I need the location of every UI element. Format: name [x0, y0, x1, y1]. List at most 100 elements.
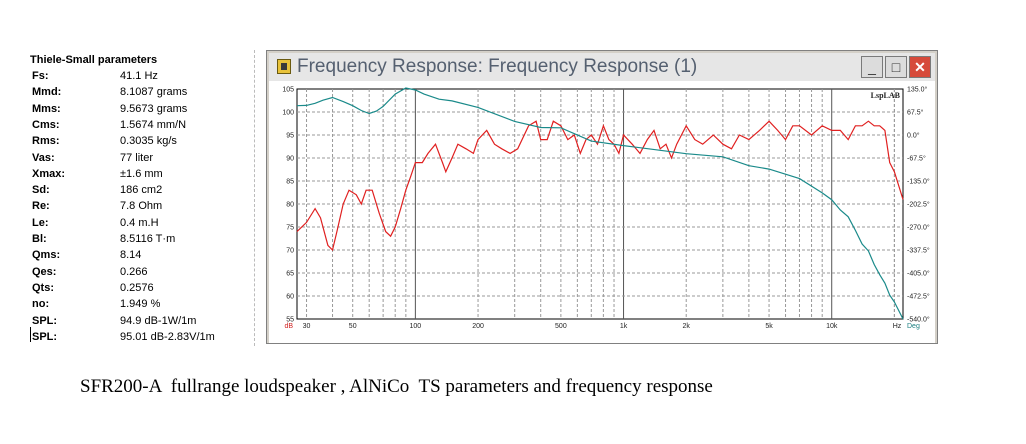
ts-panel-title: Thiele-Small parameters — [30, 54, 158, 66]
ts-row-value: 8.1087 grams — [120, 86, 188, 99]
ts-row-value: 41.1 Hz — [120, 70, 158, 82]
x-tick-label: 500 — [555, 323, 567, 330]
ts-row: Sd: 186 cm2 — [14, 184, 254, 200]
y-left-tick-label: 95 — [286, 133, 294, 140]
x-tick-label: 5k — [765, 323, 773, 330]
ts-row-value: 8.14 — [120, 249, 142, 262]
text-cursor — [30, 327, 31, 342]
ts-row-value: 9.5673 grams — [120, 102, 188, 115]
y-right-tick-label: -67.5° — [907, 155, 926, 163]
ts-row: Qms: 8.14 — [14, 249, 254, 265]
ts-row-value: 8.5116 T·m — [120, 233, 176, 245]
ts-row: no: 1.949 % — [14, 298, 254, 314]
ts-row: Cms: 1.5674 mm/N — [14, 119, 254, 135]
ts-row: Fs: 41.1 Hz — [14, 70, 254, 86]
ts-row-label: Bl: — [32, 233, 47, 245]
x-unit-label: Hz — [893, 323, 902, 330]
y-right-tick-label: 0.0° — [907, 132, 920, 140]
window-title: Frequency Response: Frequency Response (… — [297, 56, 698, 77]
ts-row: Xmax: ±1.6 mm — [14, 168, 254, 184]
x-tick-label: 200 — [472, 323, 484, 330]
ts-row-label: Fs: — [32, 70, 49, 82]
y-right-tick-label: -270.0° — [907, 224, 930, 232]
y-right-tick-label: -337.5° — [907, 247, 930, 255]
ts-row-value: 95.01 dB-2.83V/1m — [120, 330, 215, 343]
speaker-app-icon — [277, 59, 291, 74]
y-right-tick-label: -202.5° — [907, 201, 930, 209]
ts-row-value: 186 cm2 — [120, 184, 163, 197]
minimize-button[interactable]: _ — [861, 56, 883, 78]
y-left-tick-label: 70 — [286, 248, 294, 255]
ts-row: Qes: 0.266 — [14, 266, 254, 282]
ts-row-value: 77 liter — [120, 151, 154, 164]
ts-row-label: Re: — [32, 200, 50, 213]
ts-row: SPL: 95.01 dB-2.83V/1m — [14, 331, 254, 347]
spl-series-line — [296, 120, 904, 252]
maximize-button[interactable]: □ — [885, 56, 907, 78]
watermark-text: LspLAB — [871, 91, 901, 100]
plot-area: 55 60 65 70 75 80 85 90 95 100 105 135.0° 67.5° 0.0° -… — [269, 81, 935, 343]
ts-row-label: Xmax: — [32, 167, 66, 180]
ts-row-value: 0.266 — [120, 265, 148, 278]
ts-row-label: Mmd: — [32, 86, 62, 99]
phase-series-line — [296, 87, 904, 320]
x-tick-label: 1k — [620, 323, 628, 330]
ts-row-label: SPL: — [32, 330, 58, 343]
y-right-tick-label: -472.5° — [907, 293, 930, 301]
ts-row-label: Vas: — [32, 151, 55, 164]
ts-row-label: SPL: — [32, 314, 58, 327]
ts-row: Re: 7.8 Ohm — [14, 200, 254, 216]
y-right-tick-label: 135.0° — [907, 86, 928, 94]
ts-row: Mmd: 8.1087 grams — [14, 86, 254, 102]
ts-row: Rms: 0.3035 kg/s — [14, 135, 254, 151]
y-left-tick-label: 90 — [286, 156, 294, 163]
y-left-unit-label: dB — [284, 323, 293, 330]
ts-row-value: 0.4 m.H — [120, 216, 159, 229]
ts-row-value: 0.3035 kg/s — [120, 135, 177, 148]
ts-row-label: no: — [32, 298, 50, 311]
y-left-tick-label: 60 — [286, 294, 294, 301]
y-left-tick-label: 100 — [282, 110, 294, 117]
x-tick-label: 30 — [303, 323, 311, 330]
y-left-tick-label: 65 — [286, 271, 294, 278]
ts-row: SPL: 94.9 dB-1W/1m — [14, 315, 254, 331]
ts-row-label: Sd: — [32, 184, 50, 197]
ts-row-value: 94.9 dB-1W/1m — [120, 314, 197, 327]
window-titlebar[interactable]: Frequency Response: Frequency Response (… — [269, 53, 935, 81]
y-right-tick-label: -540.0° — [907, 316, 930, 324]
ts-row: Le: 0.4 m.H — [14, 217, 254, 233]
x-tick-label: 50 — [349, 323, 357, 330]
close-button[interactable]: ✕ — [909, 56, 931, 78]
ts-row: Qts: 0.2576 — [14, 282, 254, 298]
ts-row-value: 0.2576 — [120, 281, 154, 294]
y-left-tick-label: 85 — [286, 179, 294, 186]
y-left-tick-label: 75 — [286, 225, 294, 232]
frequency-response-chart: 55 60 65 70 75 80 85 90 95 100 105 135.0° 67.5° 0.0° -… — [282, 86, 930, 331]
ts-row-value: 1.949 % — [120, 298, 161, 311]
ts-row-label: Qms: — [32, 249, 61, 262]
ts-row-label: Qts: — [32, 281, 54, 294]
ts-row-value: ±1.6 mm — [120, 167, 163, 180]
ts-row-label: Cms: — [32, 118, 60, 131]
figure-caption: SFR200-A fullrange loudspeaker , AlNiCo … — [80, 376, 713, 397]
frequency-response-window: Frequency Response: Frequency Response (… — [266, 50, 938, 344]
ts-parameters-panel: Thiele-Small parameters Fs: 41.1 Hz Mmd: 8.… — [14, 50, 255, 346]
x-tick-label: 100 — [410, 323, 422, 330]
x-tick-label: 2k — [683, 323, 691, 330]
y-left-tick-label: 105 — [282, 87, 294, 94]
ts-row-value: 7.8 Ohm — [120, 200, 163, 213]
ts-row-value: 1.5674 mm/N — [120, 118, 187, 131]
ts-row-label: Rms: — [32, 135, 60, 148]
ts-row: Vas: 77 liter — [14, 152, 254, 168]
y-right-tick-label: -135.0° — [907, 178, 930, 186]
ts-row-label: Le: — [32, 216, 49, 229]
x-tick-label: 10k — [826, 323, 838, 330]
ts-row-label: Mms: — [32, 102, 61, 115]
y-right-unit-label: Deg — [907, 323, 920, 330]
ts-row: Mms: 9.5673 grams — [14, 103, 254, 119]
y-left-tick-label: 80 — [286, 202, 294, 209]
y-right-tick-label: 67.5° — [907, 109, 924, 117]
y-right-tick-label: -405.0° — [907, 270, 930, 278]
ts-row-label: Qes: — [32, 265, 57, 278]
ts-row: Bl: 8.5116 T·m — [14, 233, 254, 249]
